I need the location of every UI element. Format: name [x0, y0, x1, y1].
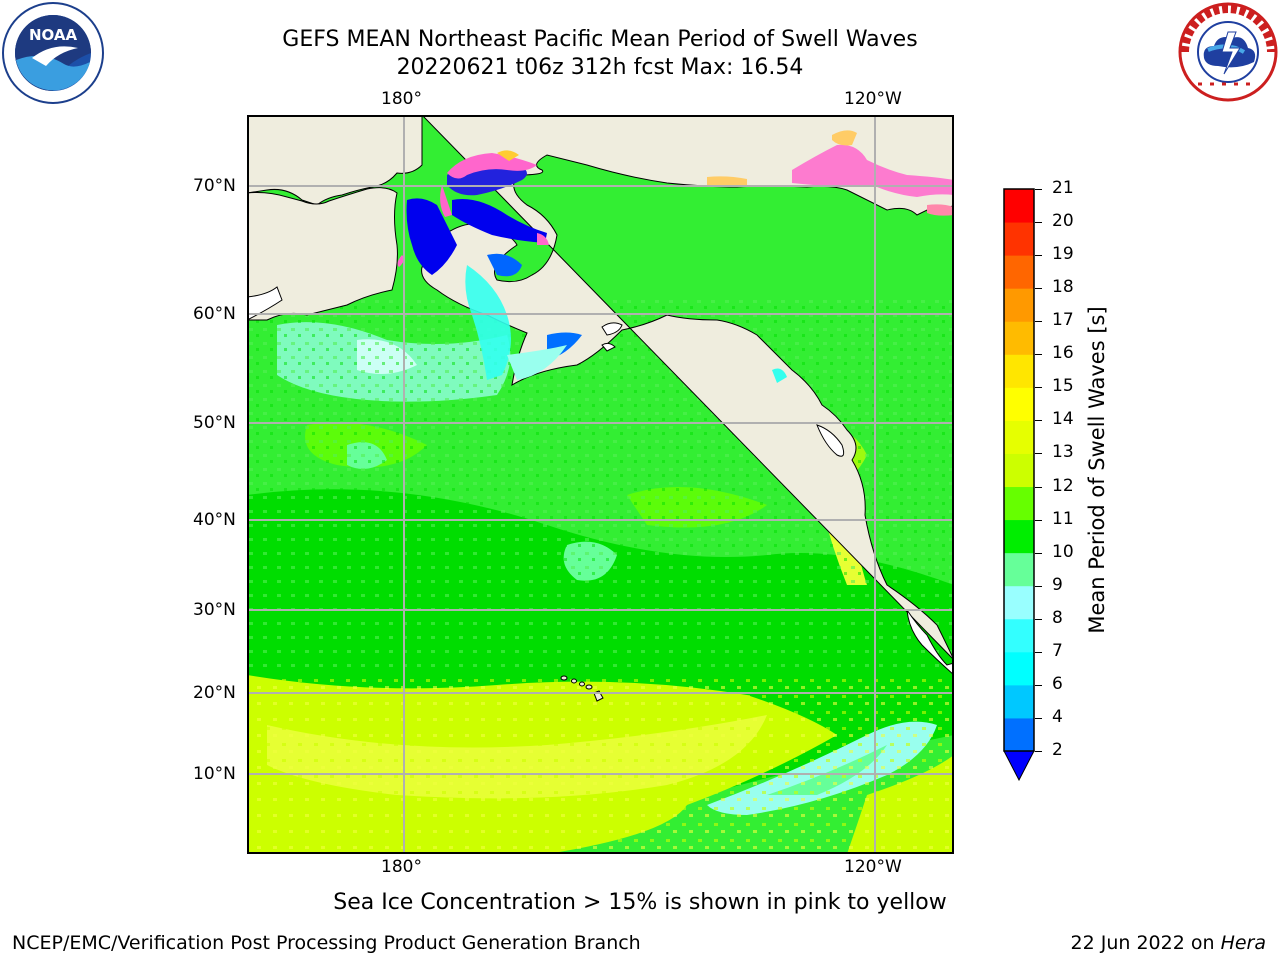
colorbar-tick-label: 19: [1052, 244, 1074, 265]
colorbar-tick-label: 17: [1052, 310, 1074, 331]
colorbar-tick-mark: [1035, 354, 1042, 356]
colorbar-tick-label: 16: [1052, 343, 1074, 364]
colorbar-segment: [1004, 321, 1034, 355]
colorbar-tick-mark: [1035, 420, 1042, 422]
colorbar-tick-mark: [1035, 189, 1042, 190]
colorbar-tick-label: 9: [1052, 574, 1063, 595]
lon-label-bottom-120w: 120°W: [844, 857, 902, 877]
colorbar-segment: [1004, 519, 1034, 554]
colorbar-tick-label: 20: [1052, 211, 1074, 232]
colorbar-tick-label: 8: [1052, 607, 1063, 628]
colorbar-tick-label: 7: [1052, 640, 1063, 661]
colorbar-segment: [1004, 222, 1034, 256]
colorbar-tick-label: 4: [1052, 706, 1063, 727]
colorbar-tick-mark: [1035, 585, 1042, 587]
colorbar-tick-mark: [1035, 255, 1042, 257]
graticule: [247, 115, 954, 854]
colorbar-extend-triangle: [1003, 750, 1035, 781]
noaa-logo: NOAA: [2, 2, 104, 104]
swell-period-map: [247, 115, 954, 854]
lat-label-70n: 70°N: [193, 176, 236, 196]
colorbar-tick-mark: [1035, 453, 1042, 455]
colorbar-segment: [1004, 288, 1034, 322]
colorbar-tick-label: 14: [1052, 409, 1074, 430]
lon-label-top-120w: 120°W: [844, 89, 902, 109]
colorbar-segment: [1004, 189, 1034, 223]
colorbar-tick-mark: [1035, 717, 1042, 719]
colorbar-segment: [1004, 420, 1034, 454]
colorbar-tick-label: 10: [1052, 541, 1074, 562]
credit-line: NCEP/EMC/Verification Post Processing Pr…: [12, 932, 641, 954]
sea-ice-chukchi: [447, 153, 537, 179]
lon-label-top-180: 180°: [381, 89, 422, 109]
colorbar-tick-label: 11: [1052, 508, 1074, 529]
colorbar-segment: [1004, 387, 1034, 421]
host-name: Hera: [1220, 932, 1266, 954]
colorbar-tick-mark: [1035, 519, 1042, 521]
colorbar-segment: [1004, 552, 1034, 587]
lon-label-bottom-180: 180°: [381, 857, 422, 877]
colorbar-label: Mean Period of Swell Waves [s]: [1085, 306, 1109, 634]
lat-label-60n: 60°N: [193, 304, 236, 324]
hawaii-islands: [560, 675, 604, 702]
colorbar-tick-mark: [1035, 222, 1042, 224]
colorbar-tick-mark: [1035, 552, 1042, 554]
colorbar-tick-label: 21: [1052, 178, 1074, 198]
colorbar-tick-mark: [1035, 618, 1042, 620]
colorbar-tick-mark: [1035, 387, 1042, 389]
date-stamp: 22 Jun 2022 on Hera: [1071, 932, 1266, 954]
colorbar-tick-mark: [1035, 651, 1042, 653]
colorbar-tick-label: 12: [1052, 475, 1074, 496]
lat-label-30n: 30°N: [193, 600, 236, 620]
sea-ice-note: Sea Ice Concentration > 15% is shown in …: [333, 890, 947, 915]
colorbar-tick-label: 15: [1052, 376, 1074, 397]
chart-title: GEFS MEAN Northeast Pacific Mean Period …: [282, 27, 918, 52]
lat-label-10n: 10°N: [193, 764, 236, 784]
colorbar-segment: [1004, 684, 1034, 719]
colorbar-segment: [1004, 651, 1034, 686]
colorbar-segment: [1004, 453, 1034, 488]
lat-label-20n: 20°N: [193, 683, 236, 703]
colorbar-tick-label: 18: [1052, 277, 1074, 298]
colorbar-segment: [1004, 585, 1034, 620]
colorbar-tick-label: 2: [1052, 740, 1063, 760]
colorbar-tick-mark: [1035, 321, 1042, 323]
date-stamp-text: 22 Jun 2022 on: [1070, 932, 1221, 954]
nws-logo: [1178, 2, 1278, 102]
chart-subtitle: 20220621 t06z 312h fcst Max: 16.54: [396, 55, 804, 80]
colorbar-segment: [1004, 255, 1034, 289]
lat-label-40n: 40°N: [193, 510, 236, 530]
colorbar-segment: [1004, 354, 1034, 388]
colorbar-tick-mark: [1035, 684, 1042, 686]
colorbar-tick-mark: [1035, 751, 1042, 752]
colorbar-tick-mark: [1035, 486, 1042, 488]
colorbar-segment: [1004, 486, 1034, 521]
colorbar-tick-label: 13: [1052, 442, 1074, 463]
colorbar: [1003, 188, 1035, 781]
colorbar-segment: [1004, 717, 1034, 752]
colorbar-segment: [1004, 618, 1034, 653]
colorbar-tick-mark: [1035, 288, 1042, 290]
lat-label-50n: 50°N: [193, 413, 236, 433]
sea-ice-beaufort: [792, 144, 954, 197]
colorbar-tick-label: 6: [1052, 673, 1063, 694]
svg-text:NOAA: NOAA: [29, 26, 78, 44]
